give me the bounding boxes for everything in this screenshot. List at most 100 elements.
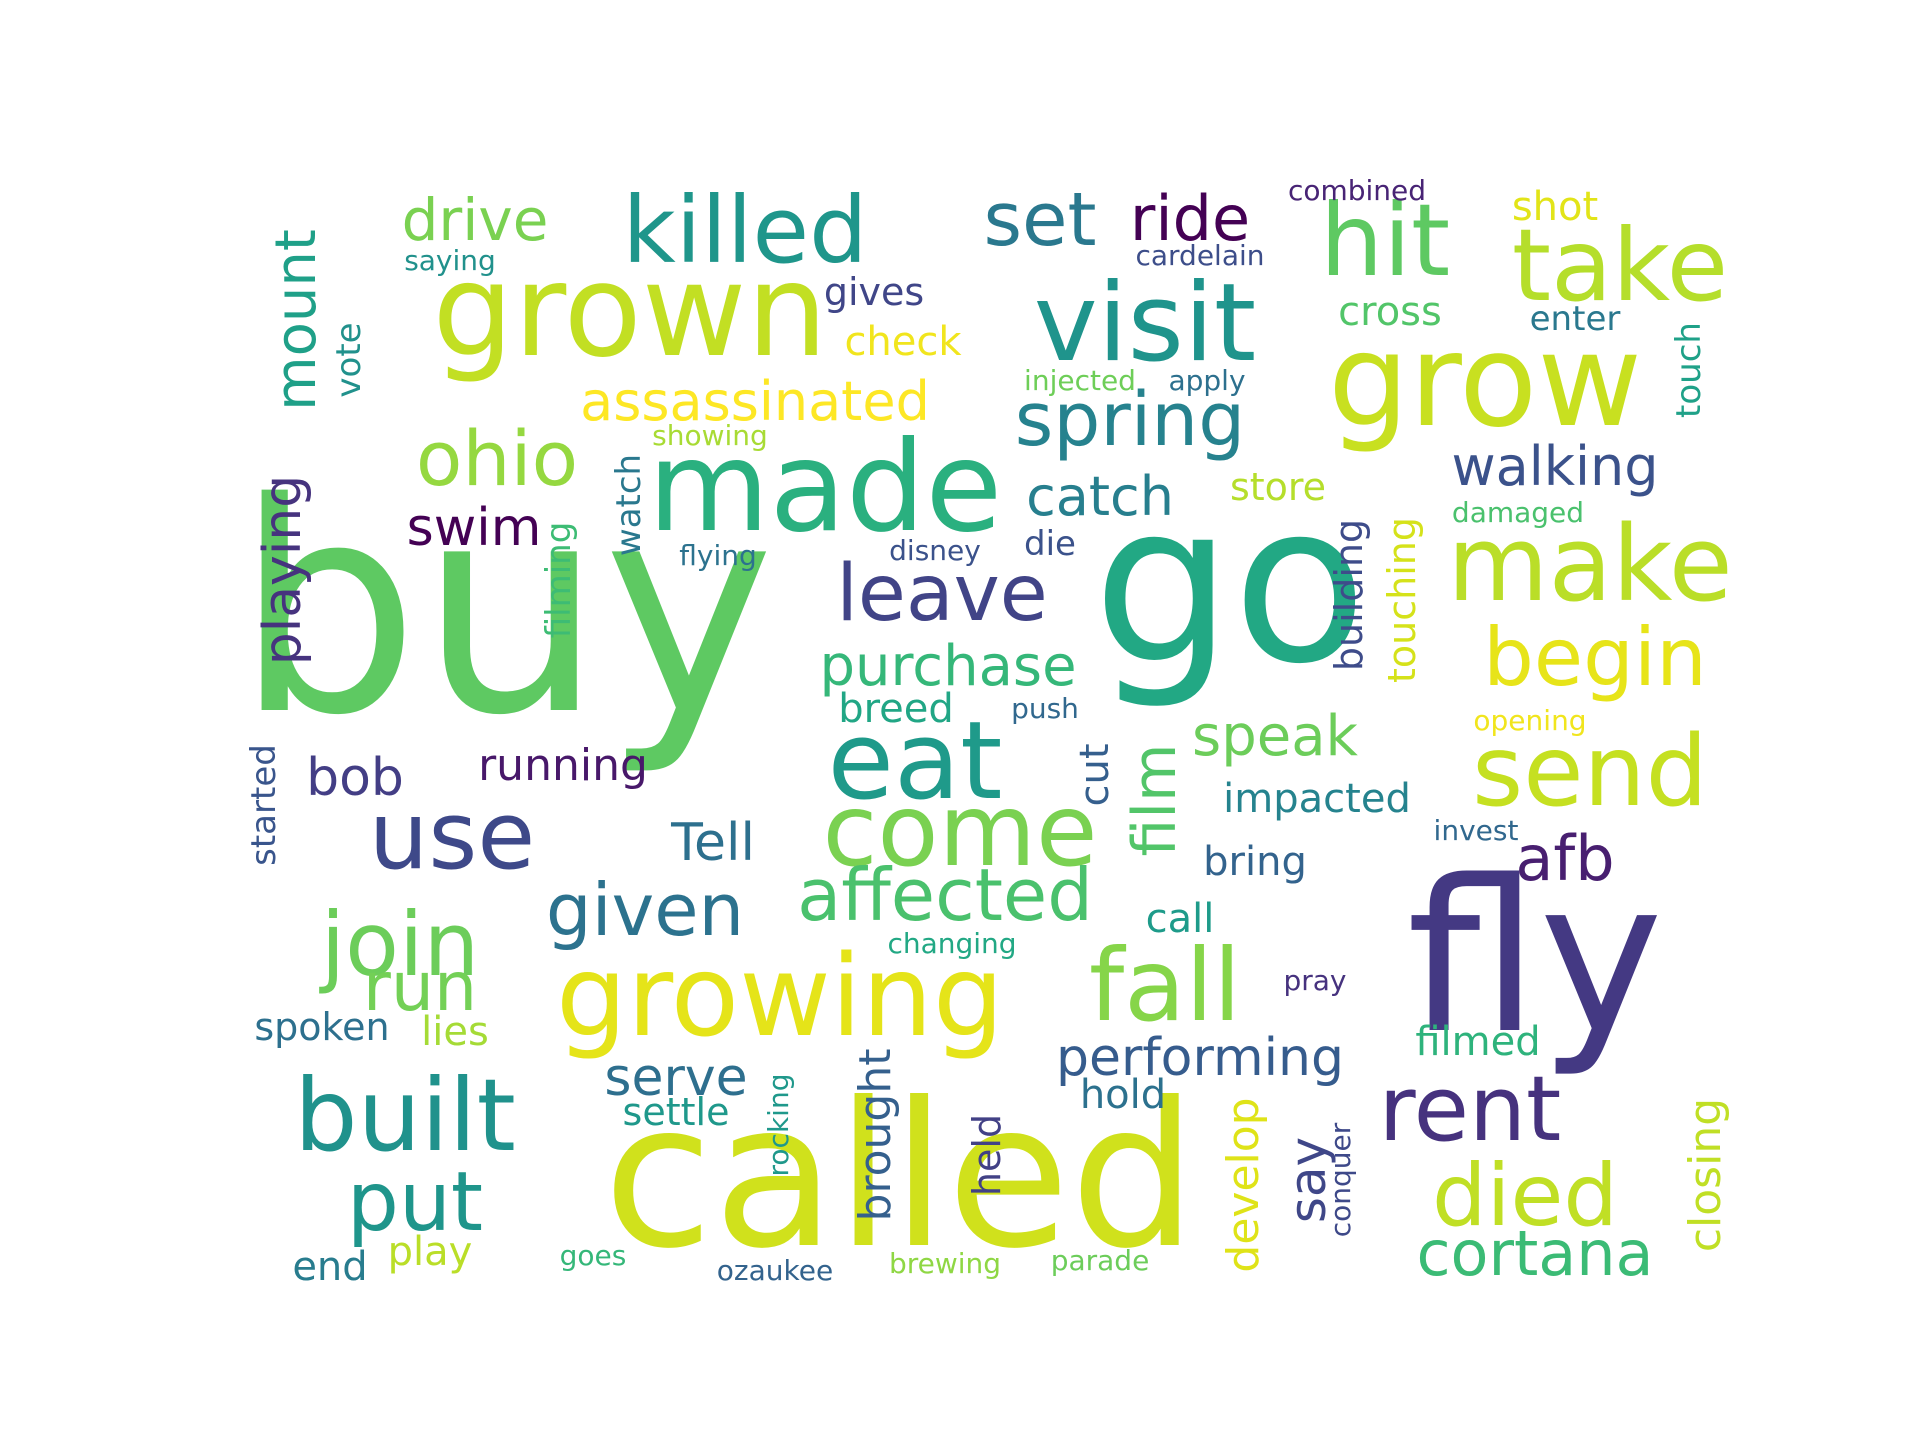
word-serve: serve <box>604 1048 747 1108</box>
word-brought: brought <box>850 1049 901 1222</box>
word-touching: touching <box>1380 517 1424 683</box>
word-cut: cut <box>1072 743 1118 806</box>
word-store: store <box>1230 465 1326 509</box>
word-held: held <box>965 1114 1009 1196</box>
word-hold: hold <box>1080 1072 1166 1118</box>
word-filmed: filmed <box>1415 1019 1540 1065</box>
word-filming: filming <box>539 522 579 639</box>
word-run: run <box>363 948 477 1027</box>
word-closing: closing <box>1680 1098 1731 1252</box>
word-cardelain: cardelain <box>1135 239 1264 272</box>
word-afb: afb <box>1515 822 1614 895</box>
word-rent: rent <box>1379 1057 1562 1162</box>
word-send: send <box>1472 715 1708 829</box>
word-ozaukee: ozaukee <box>717 1254 833 1287</box>
word-saying: saying <box>404 244 496 277</box>
word-showing: showing <box>652 419 768 452</box>
word-tell: Tell <box>670 813 755 873</box>
word-opening: opening <box>1473 704 1586 737</box>
word-come: come <box>822 772 1097 889</box>
word-spring: spring <box>1015 377 1245 463</box>
word-purchase: purchase <box>819 634 1076 699</box>
word-make: make <box>1447 503 1733 625</box>
word-damaged: damaged <box>1452 496 1584 529</box>
word-fly: fly <box>1407 835 1664 1080</box>
word-shot: shot <box>1512 184 1598 230</box>
word-ride: ride <box>1130 182 1250 255</box>
word-disney: disney <box>889 534 981 567</box>
word-drive: drive <box>402 186 549 254</box>
word-take: take <box>1512 207 1728 324</box>
word-speak: speak <box>1192 704 1358 769</box>
word-killed: killed <box>623 177 868 284</box>
word-breed: breed <box>838 686 954 732</box>
word-eat: eat <box>828 699 1003 824</box>
word-set: set <box>983 177 1096 263</box>
word-begin: begin <box>1483 611 1707 704</box>
word-buy: buy <box>235 442 775 779</box>
word-grown: grown <box>432 237 827 386</box>
word-invest: invest <box>1434 814 1519 847</box>
word-mount: mount <box>264 229 329 411</box>
word-lies: lies <box>421 1009 489 1055</box>
word-called: called <box>603 1060 1197 1293</box>
word-develop: develop <box>1218 1097 1269 1272</box>
word-bring: bring <box>1203 839 1307 885</box>
word-watch: watch <box>609 454 649 556</box>
word-growing: growing <box>556 932 1004 1062</box>
word-cross: cross <box>1338 289 1442 335</box>
word-join: join <box>319 893 480 996</box>
word-vote: vote <box>329 322 369 397</box>
word-gives: gives <box>824 270 924 314</box>
word-enter: enter <box>1530 299 1621 339</box>
word-parade: parade <box>1051 1244 1150 1277</box>
word-given: given <box>546 868 744 952</box>
word-fall: fall <box>1089 927 1241 1044</box>
word-put: put <box>347 1155 483 1250</box>
word-die: die <box>1024 524 1076 564</box>
word-affected: affected <box>797 853 1093 937</box>
word-flying: flying <box>679 539 757 572</box>
word-pray: pray <box>1283 964 1346 997</box>
word-running: running <box>478 740 648 791</box>
word-leave: leave <box>836 549 1048 639</box>
word-end: end <box>292 1244 367 1290</box>
word-settle: settle <box>623 1090 730 1134</box>
word-swim: swim <box>407 498 542 558</box>
word-say: say <box>1279 1137 1337 1223</box>
word-spoken: spoken <box>254 1005 389 1049</box>
word-film: film <box>1120 744 1190 857</box>
word-combined: combined <box>1288 174 1426 207</box>
word-performing: performing <box>1056 1028 1344 1088</box>
word-goes: goes <box>560 1239 627 1272</box>
word-use: use <box>369 782 535 891</box>
word-made: made <box>648 415 1003 560</box>
word-started: started <box>244 744 284 866</box>
word-play: play <box>388 1229 473 1275</box>
word-touch: touch <box>1669 322 1709 418</box>
word-apply: apply <box>1168 364 1245 397</box>
word-push: push <box>1011 692 1079 725</box>
word-assassinated: assassinated <box>580 370 930 433</box>
word-brewing: brewing <box>889 1247 1001 1280</box>
word-go: go <box>1093 456 1367 712</box>
word-bob: bob <box>306 748 404 808</box>
word-impacted: impacted <box>1223 776 1411 822</box>
word-died: died <box>1432 1146 1618 1246</box>
word-walking: walking <box>1451 435 1658 498</box>
word-check: check <box>844 319 962 365</box>
word-playing: playing <box>253 475 313 666</box>
word-conquer: conquer <box>1324 1122 1357 1237</box>
word-grow: grow <box>1328 307 1642 456</box>
word-catch: catch <box>1026 465 1174 528</box>
word-visit: visit <box>1034 261 1257 386</box>
word-hit: hit <box>1320 182 1450 299</box>
word-building: building <box>1327 519 1371 671</box>
word-ohio: ohio <box>416 414 578 503</box>
word-rocking: rocking <box>762 1074 795 1177</box>
word-changing: changing <box>887 927 1016 960</box>
word-injected: injected <box>1024 364 1136 397</box>
word-cortana: cortana <box>1416 1217 1653 1290</box>
